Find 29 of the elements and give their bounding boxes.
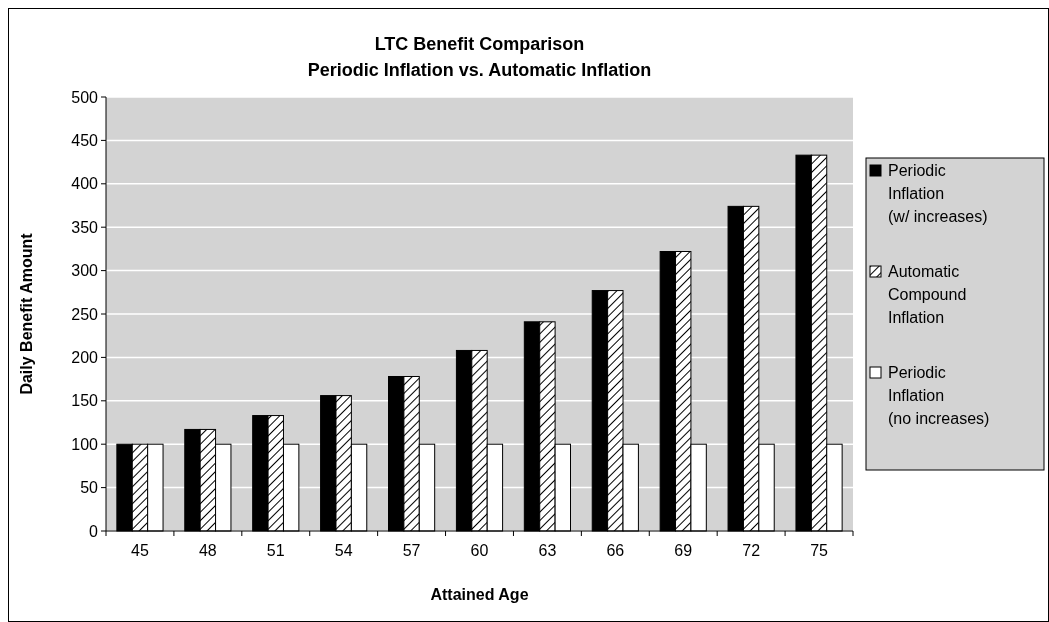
chart-title: LTC Benefit Comparison [374,34,585,54]
x-tick-label: 69 [674,542,693,559]
y-tick-label: 400 [71,175,99,193]
chart-subtitle: Periodic Inflation vs. Automatic Inflation [307,60,652,80]
x-tick-label: 60 [470,542,489,559]
x-tick-label: 72 [742,542,761,559]
legend-label: Periodic Inflation (w/ increases) [888,162,988,225]
x-tick-label: 75 [810,542,829,559]
x-tick-label: 54 [334,542,353,559]
x-tick-label: 66 [606,542,625,559]
legend-label: Periodic Inflation (no increases) [888,364,990,427]
y-tick-label: 350 [71,218,99,236]
y-tick-label: 200 [71,349,99,366]
y-tick-label: 50 [80,479,99,497]
x-tick-label: 48 [198,542,217,559]
x-tick-label: 57 [402,542,421,559]
x-tick-label: 45 [131,542,149,559]
x-tick-label: 63 [538,542,557,559]
y-tick-label: 450 [71,132,99,149]
y-tick-label: 300 [71,262,99,280]
y-tick-label: 500 [71,88,99,106]
y-tick-label: 150 [71,392,99,410]
y-tick-label: 100 [71,435,99,453]
y-axis-title: Daily Benefit Amount [18,232,35,395]
y-tick-label: 0 [89,522,99,540]
y-tick-label: 250 [71,305,99,323]
x-tick-label: 51 [266,542,285,559]
x-axis-title: Attained Age [430,586,529,603]
legend-label: Automatic Compound Inflation [888,263,967,326]
